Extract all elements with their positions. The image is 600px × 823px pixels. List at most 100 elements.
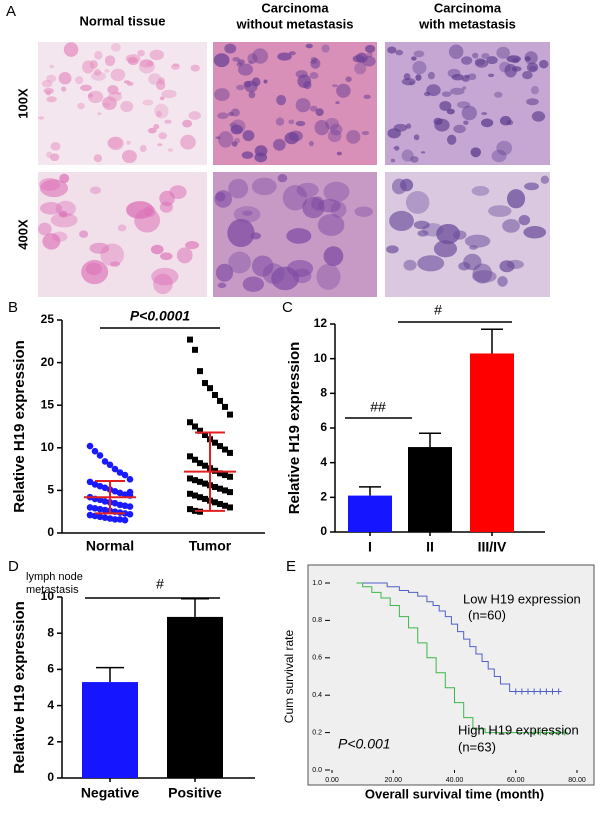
data-point bbox=[86, 504, 94, 511]
tissue-texture bbox=[250, 232, 262, 240]
tissue-texture bbox=[276, 94, 287, 106]
tissue-texture bbox=[336, 83, 351, 98]
row-label: 400X bbox=[15, 219, 30, 250]
x-tick-label: 40.00 bbox=[446, 777, 464, 784]
tissue-texture bbox=[522, 71, 533, 80]
tissue-texture bbox=[75, 76, 84, 85]
data-point bbox=[187, 475, 193, 482]
tissue-texture bbox=[467, 73, 477, 81]
annotation: # bbox=[156, 576, 164, 592]
y-tick-label: 20 bbox=[41, 355, 55, 369]
tissue-texture bbox=[237, 63, 254, 76]
tissue-texture bbox=[463, 74, 470, 79]
y-tick-label: 0.6 bbox=[312, 655, 322, 662]
y-tick-label: 0 bbox=[47, 770, 54, 784]
tissue-texture bbox=[151, 267, 179, 286]
data-point bbox=[192, 346, 198, 353]
x-tick-label: I bbox=[368, 539, 372, 555]
tissue-texture bbox=[321, 44, 330, 53]
data-point bbox=[121, 471, 129, 479]
tissue-texture bbox=[499, 115, 512, 126]
tissue-texture bbox=[275, 117, 285, 126]
tissue-texture bbox=[214, 190, 233, 208]
tissue-texture bbox=[89, 242, 110, 254]
tissue-texture bbox=[405, 190, 430, 214]
x-tick-label: 80.00 bbox=[568, 777, 586, 784]
tissue-texture bbox=[539, 59, 549, 69]
data-point bbox=[227, 473, 233, 480]
tissue-texture bbox=[493, 91, 503, 98]
y-tick-label: 2 bbox=[320, 490, 327, 504]
tissue-texture bbox=[50, 153, 60, 162]
y-tick-label: 0.8 bbox=[312, 617, 322, 624]
series-label: Low H19 expression bbox=[463, 591, 581, 606]
tissue-texture bbox=[247, 53, 258, 64]
tissue-texture bbox=[401, 77, 416, 86]
tissue-texture bbox=[386, 245, 399, 254]
y-tick-label: 2 bbox=[47, 734, 54, 748]
x-tick-label: 0.00 bbox=[325, 777, 339, 784]
tissue-texture bbox=[161, 89, 177, 99]
data-point bbox=[222, 502, 228, 509]
tissue-texture bbox=[450, 87, 465, 95]
tissue-texture bbox=[180, 134, 196, 150]
data-point bbox=[217, 470, 223, 477]
y-tick-label: 5 bbox=[47, 483, 54, 497]
annotation: (n=60) bbox=[468, 607, 506, 622]
tissue-texture bbox=[153, 124, 160, 130]
y-tick-label: 10 bbox=[41, 440, 55, 454]
data-point bbox=[192, 456, 198, 463]
tissue-texture bbox=[453, 124, 466, 134]
x-tick-label: III/IV bbox=[478, 539, 507, 555]
tissue-texture bbox=[441, 91, 452, 97]
tissue-texture bbox=[213, 53, 230, 68]
tissue-texture bbox=[104, 68, 110, 73]
y-tick-label: 0.0 bbox=[312, 767, 322, 774]
tissue-texture bbox=[157, 143, 163, 147]
data-point bbox=[187, 453, 193, 460]
tissue-texture bbox=[309, 72, 319, 80]
tissue-texture bbox=[296, 182, 319, 198]
tissue-texture bbox=[295, 70, 308, 78]
tissue-texture bbox=[81, 259, 109, 285]
tissue-texture bbox=[310, 56, 318, 62]
data-point bbox=[101, 506, 109, 514]
tissue-texture bbox=[433, 240, 458, 258]
tissue-texture bbox=[88, 93, 94, 98]
data-point bbox=[106, 515, 114, 522]
tissue-texture bbox=[417, 230, 429, 237]
tissue-texture bbox=[188, 111, 202, 120]
y-tick-label: 4 bbox=[320, 455, 327, 469]
panel-label: E bbox=[286, 558, 296, 575]
data-point bbox=[116, 489, 124, 497]
data-point bbox=[227, 489, 233, 496]
data-point bbox=[217, 485, 223, 492]
tissue-texture bbox=[531, 111, 546, 122]
tissue-texture bbox=[159, 190, 175, 207]
tissue-texture bbox=[232, 57, 240, 62]
data-point bbox=[91, 481, 99, 488]
y-tick-label: 15 bbox=[41, 397, 55, 411]
data-point bbox=[111, 516, 119, 523]
column-title: Normal tissue bbox=[80, 13, 166, 28]
tissue-texture bbox=[286, 228, 312, 244]
tissue-texture bbox=[391, 178, 407, 195]
tissue-texture bbox=[150, 244, 164, 255]
bar bbox=[167, 616, 223, 778]
data-point bbox=[227, 504, 233, 511]
tissue-texture bbox=[50, 212, 78, 228]
tissue-texture bbox=[46, 74, 57, 83]
tissue-texture bbox=[242, 130, 255, 142]
tissue-texture bbox=[158, 132, 168, 140]
tissue-texture bbox=[176, 247, 193, 264]
tissue-texture bbox=[518, 214, 531, 226]
tissue-texture bbox=[43, 87, 54, 95]
y-tick-label: 0.4 bbox=[312, 692, 322, 699]
tissue-texture bbox=[336, 151, 342, 156]
tissue-texture bbox=[526, 62, 539, 73]
bar bbox=[348, 495, 392, 532]
tissue-texture bbox=[102, 96, 117, 110]
data-point bbox=[217, 397, 223, 404]
y-axis-label: Relative H19 expression bbox=[11, 340, 28, 513]
